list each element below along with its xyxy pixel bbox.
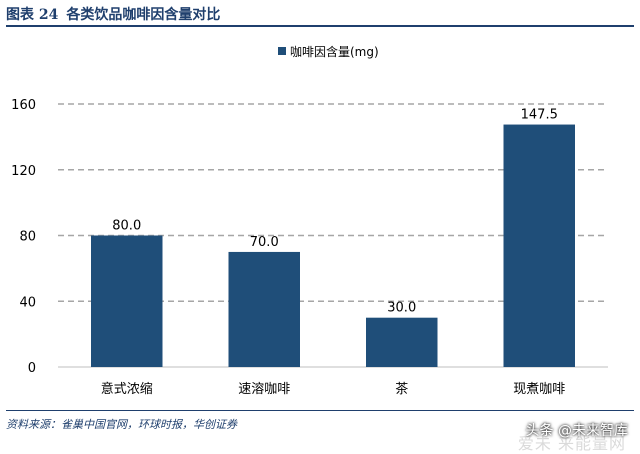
figure-header: 图表 24 各类饮品咖啡因含量对比 [6,3,634,27]
x-tick-label: 速溶咖啡 [238,382,290,397]
data-label: 80.0 [112,219,141,234]
data-label: 70.0 [250,235,279,250]
y-tick-label: 160 [11,98,36,113]
bar-chart: 0 40 80 120 160 80.0 意式浓缩 70.0 速溶咖啡 30.0 茶 147.5 现煮咖… [11,44,608,397]
y-tick-label: 0 [28,361,36,376]
y-tick-label: 120 [11,164,36,179]
data-label: 30.0 [387,301,416,316]
bar [366,317,438,367]
y-tick-label: 40 [19,295,36,310]
figure-title: 各类饮品咖啡因含量对比 [66,7,221,23]
bar [503,124,575,367]
bar [91,235,163,367]
bar [228,251,300,367]
legend-label: 咖啡因含量(mg) [290,44,379,59]
figure-label: 图表 24 [6,7,59,23]
legend-swatch [278,47,286,55]
watermark-handle: 头条 @未来智库 [525,423,628,439]
x-tick-label: 意式浓缩 [101,381,153,397]
watermark-site: 爱未 来能量网 [517,434,626,453]
source-note: 资料来源：雀巢中国官网，环球时报，华创证券 [6,410,634,432]
data-label: 147.5 [521,108,558,123]
x-tick-label: 茶 [395,381,408,397]
y-tick-label: 80 [19,230,36,245]
x-tick-label: 现煮咖啡 [513,382,565,397]
